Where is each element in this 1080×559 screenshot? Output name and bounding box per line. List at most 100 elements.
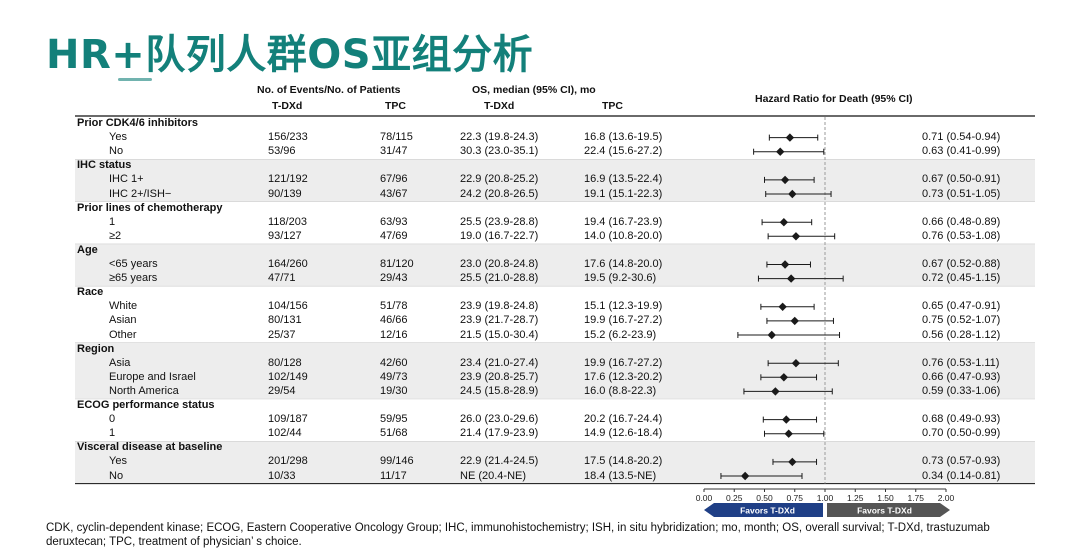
tdxd-median-os: 24.2 (20.8-26.5) xyxy=(460,187,539,200)
subgroup-label: Other xyxy=(109,328,137,341)
group-band xyxy=(75,159,1035,202)
group-band xyxy=(75,342,1035,399)
hazard-ratio-text: 0.76 (0.53-1.11) xyxy=(922,356,1000,369)
tdxd-events: 80/128 xyxy=(268,356,302,369)
favors-right-arrow xyxy=(827,503,950,517)
hazard-ratio-text: 0.73 (0.51-1.05) xyxy=(922,187,1001,200)
tdxd-events: 121/192 xyxy=(268,173,308,186)
header-os-tdxd: T-DXd xyxy=(484,100,515,112)
tdxd-events: 93/127 xyxy=(268,229,302,242)
tdxd-median-os: 23.9 (20.8-25.7) xyxy=(460,370,539,383)
tpc-median-os: 15.2 (6.2-23.9) xyxy=(584,328,657,341)
hazard-ratio-text: 0.71 (0.54-0.94) xyxy=(922,131,1001,144)
group-label: Visceral disease at baseline xyxy=(77,441,223,454)
group-label: Race xyxy=(77,286,104,299)
hr-point xyxy=(779,373,789,382)
subgroup-label: IHC 2+/ISH− xyxy=(109,187,172,200)
hazard-ratio-text: 0.73 (0.57-0.93) xyxy=(922,455,1001,468)
tdxd-median-os: 23.9 (19.8-24.8) xyxy=(460,300,539,313)
tdxd-median-os: 30.3 (23.0-35.1) xyxy=(460,145,539,158)
tdxd-events: 109/187 xyxy=(268,413,308,426)
tdxd-events: 53/96 xyxy=(268,145,296,158)
x-tick-label: 2.00 xyxy=(938,493,955,503)
hazard-ratio-text: 0.67 (0.50-0.91) xyxy=(922,173,1001,186)
x-tick-label: 1.50 xyxy=(877,493,894,503)
x-tick-label: 0.25 xyxy=(726,493,743,503)
tpc-median-os: 15.1 (12.3-19.9) xyxy=(584,300,663,313)
hazard-ratio-text: 0.66 (0.48-0.89) xyxy=(922,215,1001,228)
tdxd-events: 10/33 xyxy=(268,469,296,482)
group-label: ECOG performance status xyxy=(77,399,215,411)
subgroup-label: Yes xyxy=(109,131,127,144)
tdxd-median-os: 21.4 (17.9-23.9) xyxy=(460,427,539,440)
tpc-median-os: 22.4 (15.6-27.2) xyxy=(584,145,663,158)
header-os-group: OS, median (95% CI), mo xyxy=(472,84,596,96)
tdxd-events: 118/203 xyxy=(268,215,307,228)
tpc-median-os: 19.1 (15.1-22.3) xyxy=(584,187,663,200)
group-band xyxy=(75,243,1035,287)
tdxd-events: 102/149 xyxy=(268,370,308,383)
tpc-events: 78/115 xyxy=(380,131,413,144)
slide-title: HR+队列人群OS亚组分析 xyxy=(46,32,534,78)
hazard-ratio-text: 0.34 (0.14-0.81) xyxy=(922,469,1001,482)
group-label: Age xyxy=(77,243,98,256)
subgroup-label: Asia xyxy=(109,356,131,369)
group-label: Region xyxy=(77,342,115,355)
tdxd-events: 47/71 xyxy=(268,272,296,285)
hr-point xyxy=(771,387,780,396)
x-tick-label: 0.75 xyxy=(786,493,803,503)
hr-point xyxy=(778,302,787,311)
tdxd-median-os: 25.5 (23.9-28.8) xyxy=(460,215,539,228)
tpc-median-os: 17.5 (14.8-20.2) xyxy=(584,455,663,468)
hr-point xyxy=(767,330,776,340)
tpc-events: 46/66 xyxy=(380,314,408,327)
group-label: Prior CDK4/6 inhibitors xyxy=(77,117,199,129)
subgroup-label: No xyxy=(109,145,124,158)
hazard-ratio-text: 0.70 (0.50-0.99) xyxy=(922,427,1001,440)
tpc-events: 12/16 xyxy=(380,328,408,341)
tpc-events: 29/43 xyxy=(380,272,408,285)
tdxd-events: 80/131 xyxy=(268,314,302,327)
group-band xyxy=(75,441,1035,484)
tpc-median-os: 17.6 (14.8-20.0) xyxy=(584,258,663,270)
tpc-events: 81/120 xyxy=(380,258,414,270)
hr-point xyxy=(784,429,793,438)
header-events-group: No. of Events/No. of Patients xyxy=(257,84,401,96)
hr-point xyxy=(780,175,790,185)
subgroup-label: Europe and Israel xyxy=(109,370,196,383)
tpc-median-os: 19.4 (16.7-23.9) xyxy=(584,215,663,228)
favors-left-arrow xyxy=(704,503,823,517)
subgroup-label: No xyxy=(109,469,124,482)
tpc-median-os: 16.8 (13.6-19.5) xyxy=(584,131,663,144)
tdxd-events: 29/54 xyxy=(268,384,296,397)
hazard-ratio-text: 0.59 (0.33-1.06) xyxy=(922,384,1001,397)
tpc-events: 47/69 xyxy=(380,229,408,242)
tpc-events: 63/93 xyxy=(380,215,408,228)
subgroup-label: Asian xyxy=(109,314,137,327)
header-os-tpc: TPC xyxy=(602,100,623,112)
hr-point xyxy=(791,232,801,241)
tpc-median-os: 18.4 (13.5-NE) xyxy=(584,469,657,482)
tdxd-events: 25/37 xyxy=(268,328,296,341)
title-decoration xyxy=(118,78,152,81)
tdxd-median-os: 23.9 (21.7-28.7) xyxy=(460,314,539,327)
hr-point xyxy=(791,359,801,368)
tpc-median-os: 16.9 (13.5-22.4) xyxy=(584,173,663,186)
hr-point xyxy=(790,316,799,326)
subgroup-label: <65 years xyxy=(109,258,158,270)
tdxd-median-os: 22.9 (20.8-25.2) xyxy=(460,173,539,186)
tpc-events: 31/47 xyxy=(380,145,408,158)
tpc-median-os: 14.0 (10.8-20.0) xyxy=(584,229,663,242)
hr-point xyxy=(782,415,791,424)
subgroup-label: ≥65 years xyxy=(109,272,158,285)
tpc-median-os: 19.9 (16.7-27.2) xyxy=(584,356,663,369)
subgroup-label: IHC 1+ xyxy=(109,173,144,186)
hazard-ratio-text: 0.56 (0.28-1.12) xyxy=(922,328,1001,341)
tpc-median-os: 17.6 (12.3-20.2) xyxy=(584,370,663,383)
tpc-median-os: 14.9 (12.6-18.4) xyxy=(584,427,663,440)
hr-point xyxy=(788,457,797,467)
tdxd-median-os: 23.4 (21.0-27.4) xyxy=(460,356,539,369)
group-label: Prior lines of chemotherapy xyxy=(77,201,223,214)
tpc-events: 67/96 xyxy=(380,173,408,186)
